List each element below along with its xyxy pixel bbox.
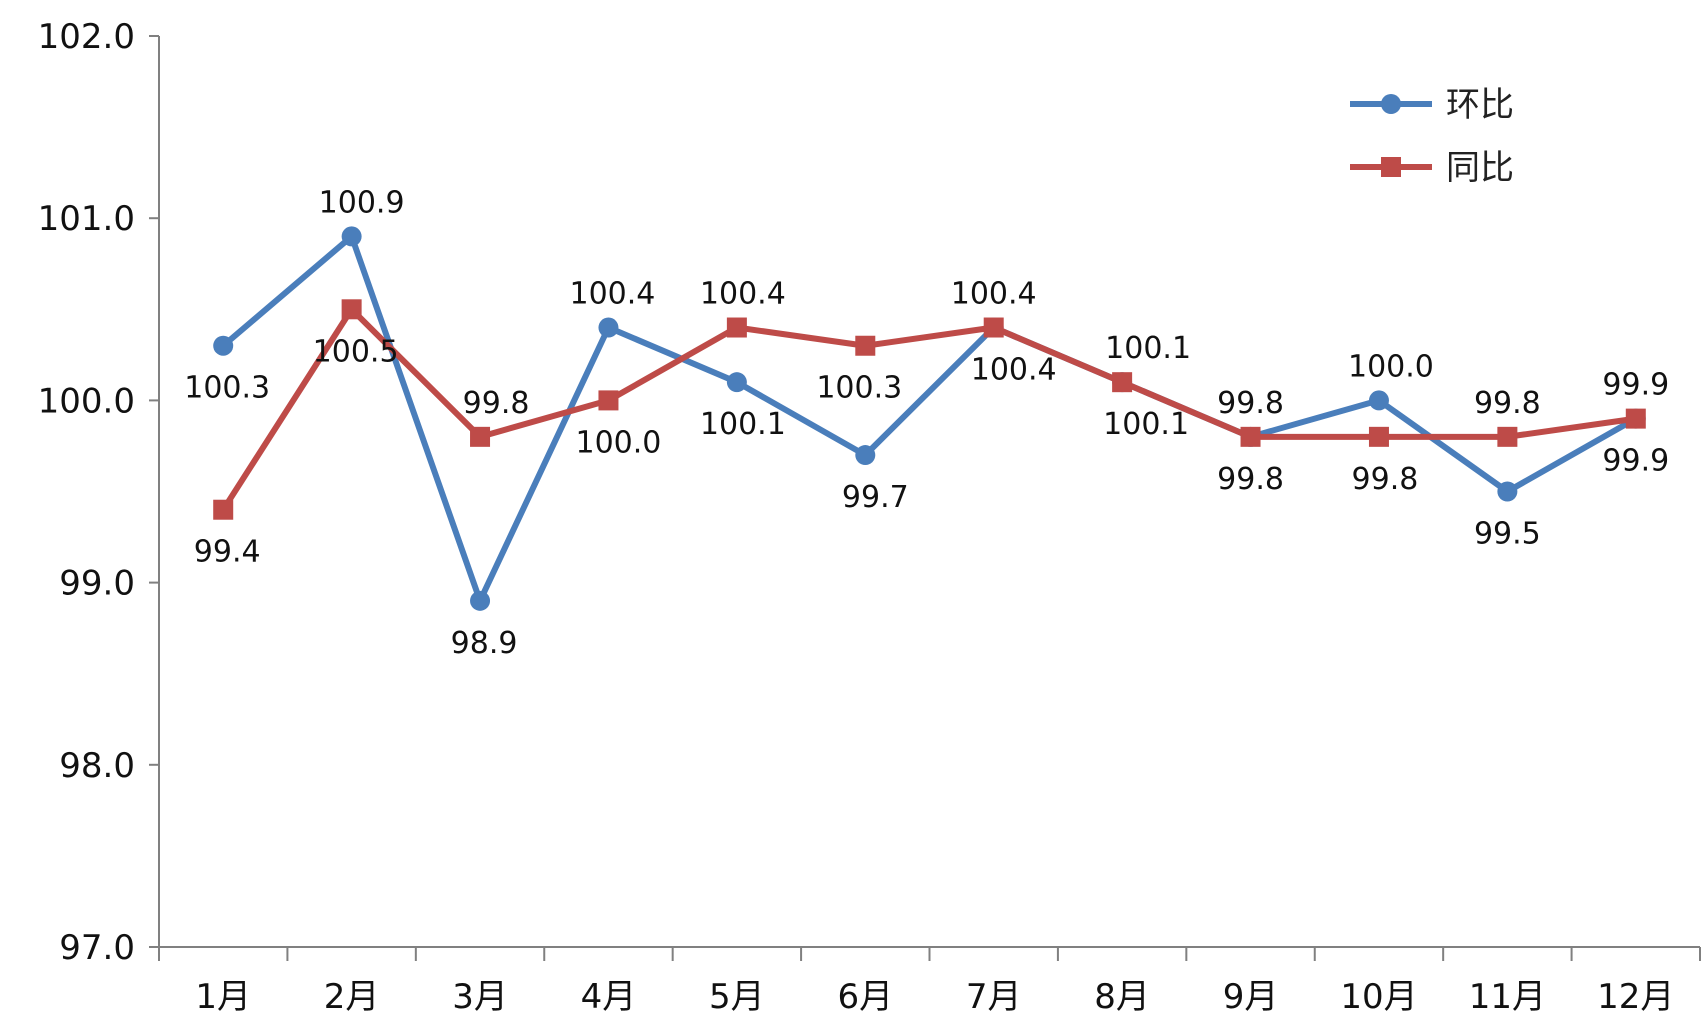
data-point-tongbi — [1112, 372, 1133, 393]
data-label-huanbi: 100.3 — [184, 371, 270, 406]
x-tick-label: 7月 — [966, 977, 1022, 1017]
x-tick-label: 4月 — [581, 977, 637, 1017]
data-label-huanbi: 98.9 — [451, 626, 518, 661]
data-label-huanbi: 100.9 — [319, 185, 405, 220]
data-labels: 100.3 100.9 98.9 100.4 100.1 99.7 100.4 100.1 99… — [184, 185, 1669, 660]
data-label-tongbi: 100.4 — [971, 353, 1057, 388]
data-point-huanbi — [213, 335, 234, 356]
data-label-tongbi: 99.8 — [1217, 462, 1284, 497]
x-ticks: 1月 2月 3月 4月 5月 6月 7月 8月 9月 10月 11月 12月 — [158, 947, 1701, 1017]
data-label-tongbi: 100.5 — [313, 334, 399, 369]
data-point-tongbi — [470, 426, 491, 447]
y-tick-label: 102.0 — [38, 17, 135, 57]
data-point-tongbi — [1497, 426, 1518, 447]
series-layer — [213, 226, 1646, 611]
data-point-tongbi — [1625, 408, 1646, 429]
series-line-huanbi — [221, 233, 1638, 604]
data-label-huanbi: 100.4 — [570, 277, 656, 312]
y-tick-label: 98.0 — [59, 746, 135, 786]
data-point-tongbi — [1368, 426, 1389, 447]
data-label-huanbi: 100.4 — [951, 277, 1037, 312]
legend-marker-square — [1381, 157, 1401, 177]
data-point-tongbi — [341, 299, 362, 320]
data-label-tongbi: 99.8 — [463, 386, 530, 421]
data-label-tongbi: 100.4 — [700, 277, 786, 312]
data-point-huanbi — [470, 590, 491, 611]
data-label-tongbi: 99.4 — [194, 535, 261, 570]
x-tick-label: 9月 — [1223, 977, 1279, 1017]
x-tick-label: 2月 — [324, 977, 380, 1017]
x-tick-label: 3月 — [452, 977, 508, 1017]
data-point-huanbi — [341, 226, 362, 247]
data-label-huanbi: 100.1 — [700, 407, 786, 442]
series-line-tongbi — [220, 306, 1637, 512]
data-label-tongbi: 100.0 — [576, 425, 662, 460]
x-tick-label: 1月 — [195, 977, 251, 1017]
data-point-tongbi — [726, 317, 747, 338]
y-tick-label: 97.0 — [59, 928, 135, 968]
x-tick-label: 10月 — [1340, 977, 1417, 1017]
data-point-huanbi — [598, 317, 619, 338]
data-label-tongbi: 99.8 — [1352, 462, 1419, 497]
y-tick-label: 99.0 — [59, 564, 135, 604]
x-tick-label: 11月 — [1469, 977, 1546, 1017]
data-point-tongbi — [855, 335, 876, 356]
x-tick-label: 5月 — [709, 977, 765, 1017]
legend-label: 环比 — [1446, 85, 1514, 125]
data-label-tongbi: 100.3 — [816, 371, 902, 406]
data-label-huanbi: 100.1 — [1103, 407, 1189, 442]
x-tick-label: 8月 — [1094, 977, 1150, 1017]
data-label-tongbi: 100.1 — [1105, 331, 1191, 366]
data-point-tongbi — [983, 317, 1004, 338]
data-label-huanbi: 100.0 — [1348, 349, 1434, 384]
x-tick-label: 6月 — [837, 977, 893, 1017]
data-point-huanbi — [855, 445, 876, 466]
data-label-huanbi: 99.7 — [842, 480, 909, 515]
data-point-tongbi — [598, 390, 619, 411]
data-label-huanbi: 99.8 — [1217, 386, 1284, 421]
data-point-tongbi — [1240, 426, 1261, 447]
data-point-huanbi — [1368, 390, 1389, 411]
x-tick-label: 12月 — [1597, 977, 1674, 1017]
y-ticks: 102.0 101.0 100.0 99.0 98.0 97.0 — [38, 17, 159, 968]
y-tick-label: 101.0 — [38, 199, 135, 239]
data-label-huanbi: 99.5 — [1474, 517, 1541, 552]
data-point-tongbi — [213, 499, 234, 520]
legend-label: 同比 — [1446, 148, 1514, 188]
legend-marker-circle — [1381, 94, 1401, 114]
data-label-huanbi: 99.9 — [1602, 444, 1669, 479]
data-label-tongbi: 99.9 — [1602, 368, 1669, 403]
data-label-tongbi: 99.8 — [1474, 386, 1541, 421]
data-point-huanbi — [726, 372, 747, 393]
y-tick-label: 100.0 — [38, 381, 135, 421]
data-point-huanbi — [1497, 481, 1518, 502]
